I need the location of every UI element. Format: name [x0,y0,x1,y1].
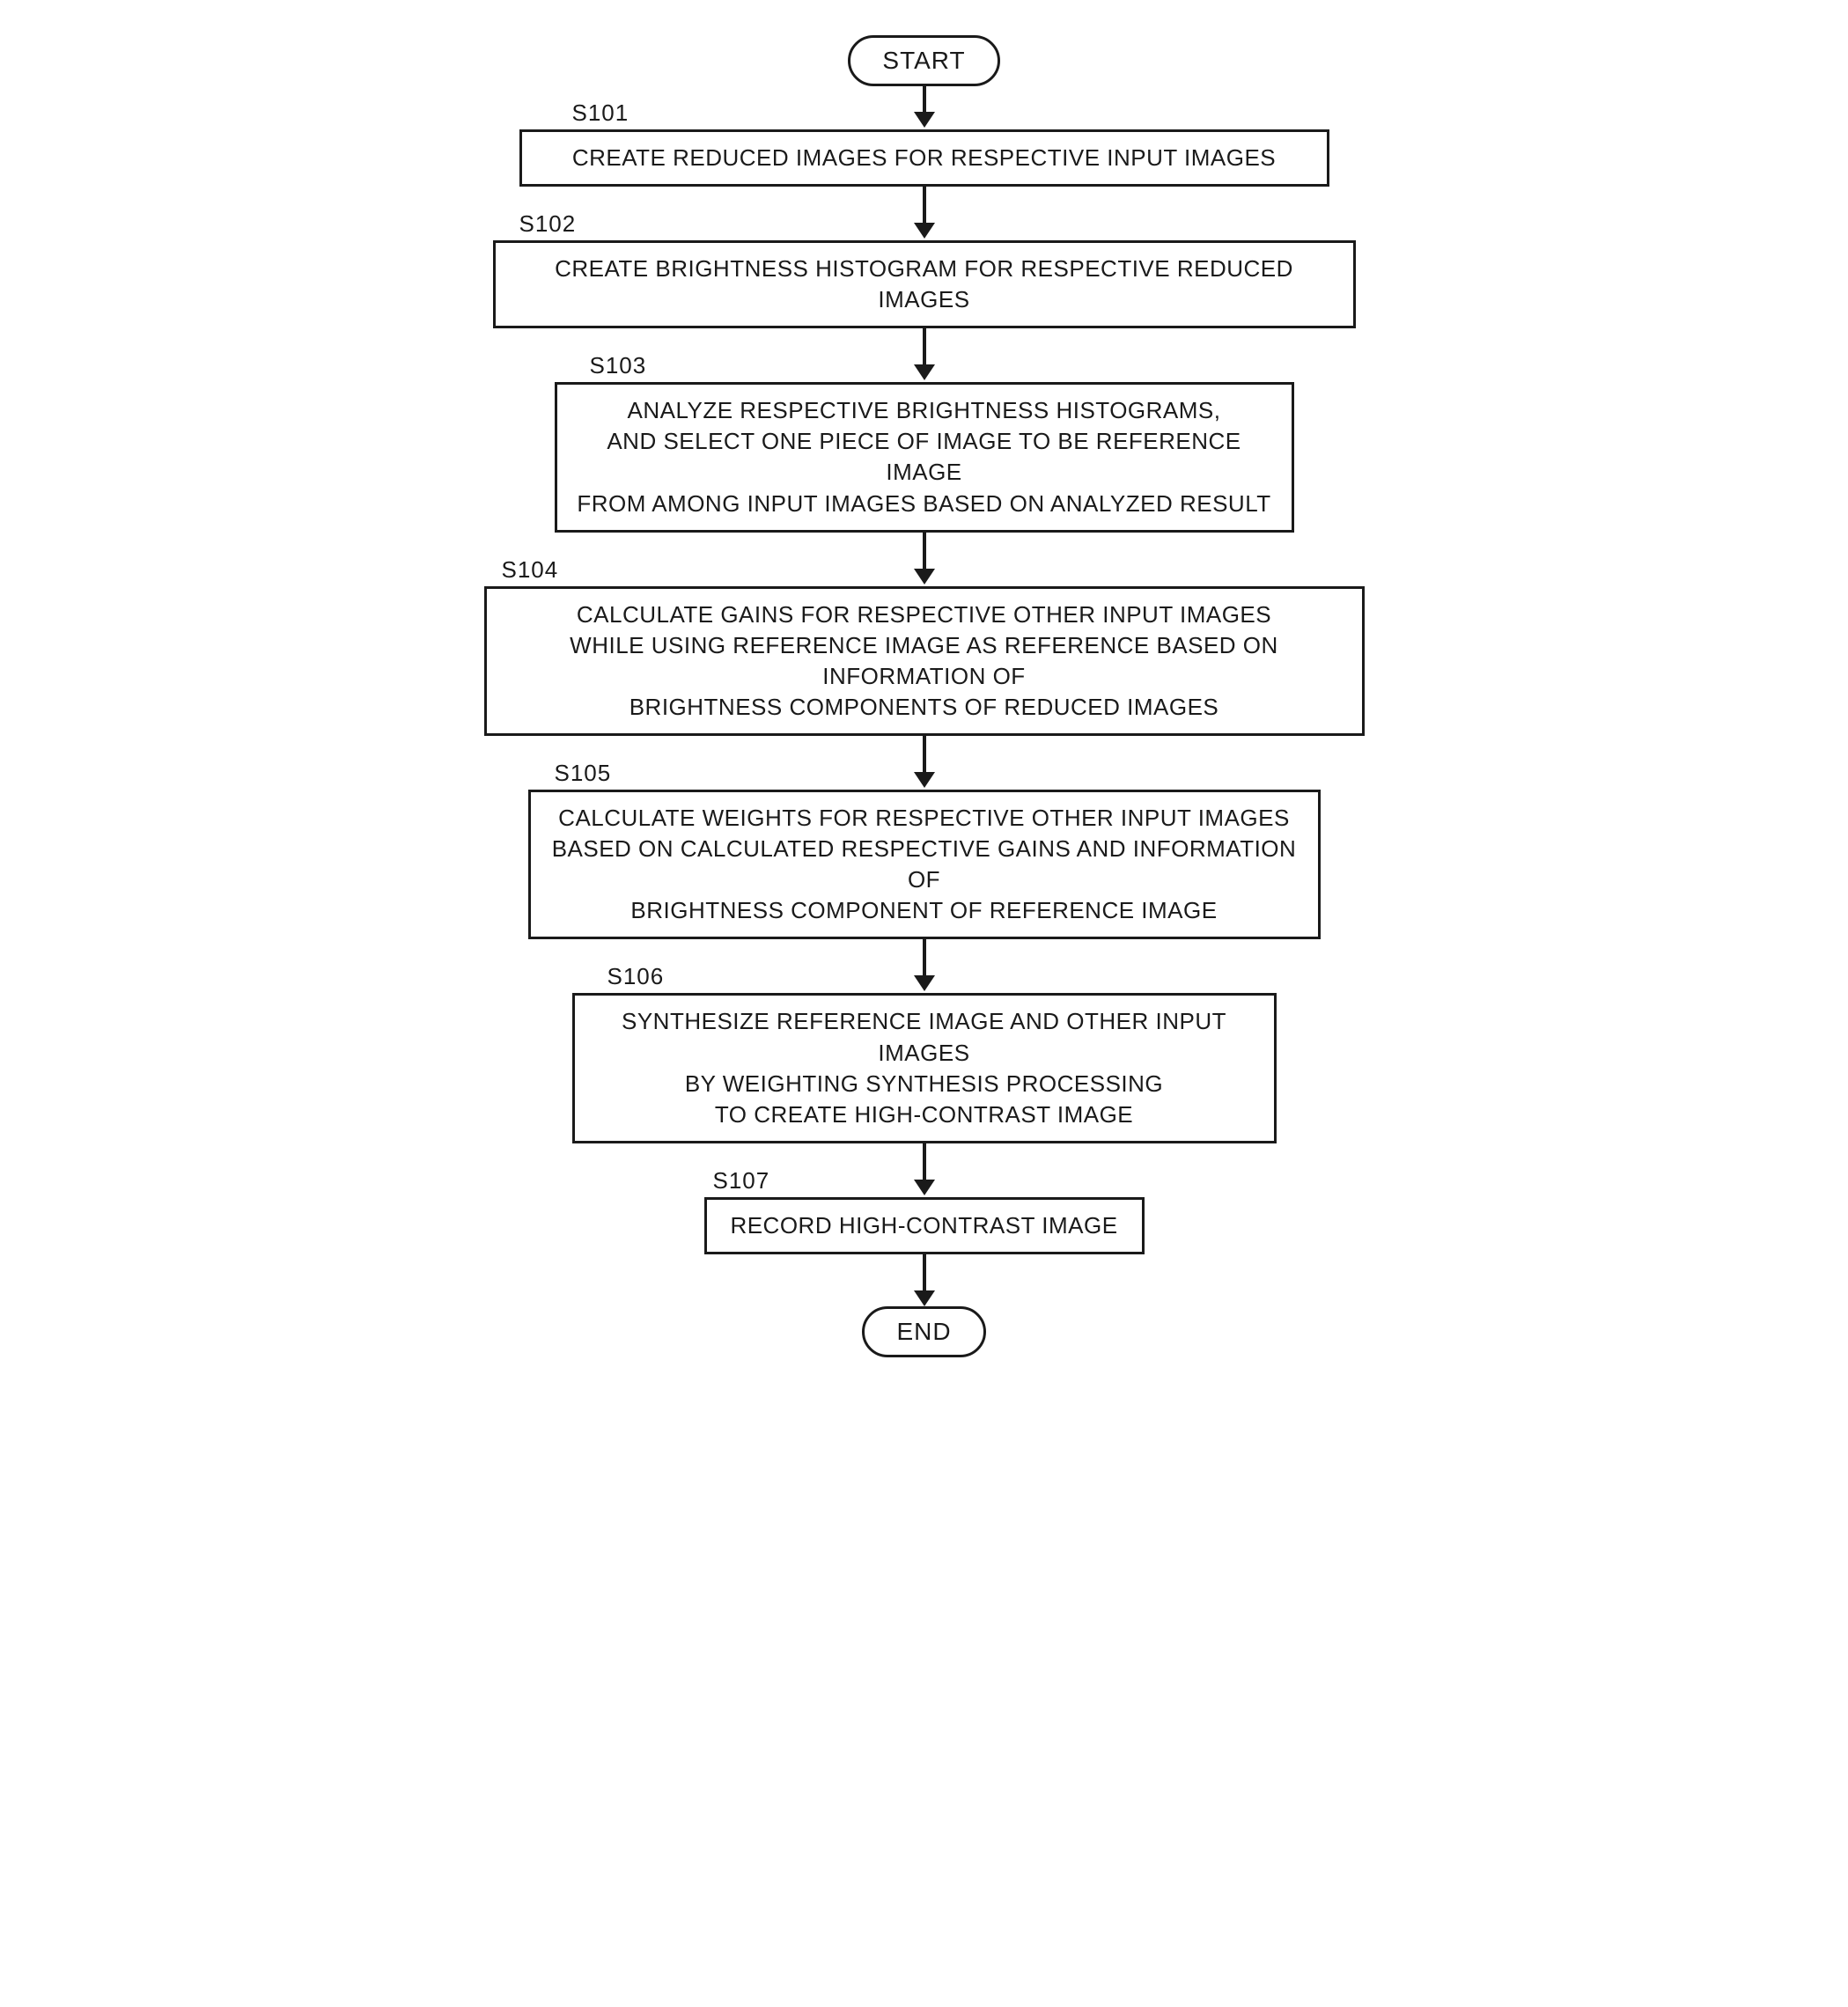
process-step: S106SYNTHESIZE REFERENCE IMAGE AND OTHER… [484,993,1365,1143]
process-step: S103ANALYZE RESPECTIVE BRIGHTNESS HISTOG… [484,382,1365,532]
process-step: S105CALCULATE WEIGHTS FOR RESPECTIVE OTH… [484,790,1365,939]
process-box: CALCULATE GAINS FOR RESPECTIVE OTHER INP… [484,586,1365,736]
end-label: END [896,1318,951,1345]
process-text-line: AND SELECT ONE PIECE OF IMAGE TO BE REFE… [575,426,1274,488]
process-box: CALCULATE WEIGHTS FOR RESPECTIVE OTHER I… [528,790,1321,939]
process-text-line: SYNTHESIZE REFERENCE IMAGE AND OTHER INP… [593,1006,1256,1068]
step-id-label: S104 [502,556,559,584]
process-box: CREATE BRIGHTNESS HISTOGRAM FOR RESPECTI… [493,240,1356,328]
flow-arrow [914,187,935,239]
process-text-line: BY WEIGHTING SYNTHESIS PROCESSING [593,1069,1256,1099]
start-label: START [882,47,965,74]
process-text-line: CREATE REDUCED IMAGES FOR RESPECTIVE INP… [540,143,1309,173]
steps-mount: S101 CREATE REDUCED IMAGES FOR RESPECTIVE… [484,86,1365,1306]
process-text-line: CALCULATE WEIGHTS FOR RESPECTIVE OTHER I… [549,803,1300,834]
flow-arrow [914,1143,935,1195]
process-step: S101CREATE REDUCED IMAGES FOR RESPECTIVE… [484,129,1365,187]
process-text-line: BASED ON CALCULATED RESPECTIVE GAINS AND… [549,834,1300,895]
flow-arrow [914,736,935,788]
process-text-line: FROM AMONG INPUT IMAGES BASED ON ANALYZE… [575,489,1274,519]
step-id-label: S106 [607,963,665,990]
process-step: S107RECORD HIGH-CONTRAST IMAGE [484,1197,1365,1254]
process-step: S104CALCULATE GAINS FOR RESPECTIVE OTHER… [484,586,1365,736]
flow-arrow [914,533,935,584]
flowchart-container: START S101 CREATE REDUCED IMAGES FOR RESP… [484,35,1365,1357]
process-step: S102CREATE BRIGHTNESS HISTOGRAM FOR RESP… [484,240,1365,328]
step-id-label: S102 [519,210,577,238]
step-id-label: S103 [590,352,647,379]
process-text-line: ANALYZE RESPECTIVE BRIGHTNESS HISTOGRAMS… [575,395,1274,426]
process-text-line: BRIGHTNESS COMPONENTS OF REDUCED IMAGES [504,692,1344,723]
end-terminal: END [862,1306,985,1357]
flow-arrow [914,86,935,128]
step-id-label: S107 [713,1167,770,1195]
flow-arrow [914,1254,935,1306]
process-box: ANALYZE RESPECTIVE BRIGHTNESS HISTOGRAMS… [555,382,1294,532]
step-id-label: S101 [572,99,629,127]
process-text-line: CREATE BRIGHTNESS HISTOGRAM FOR RESPECTI… [513,254,1336,315]
process-text-line: RECORD HIGH-CONTRAST IMAGE [725,1210,1124,1241]
process-text-line: WHILE USING REFERENCE IMAGE AS REFERENCE… [504,630,1344,692]
flow-arrow [914,939,935,991]
step-id-label: S105 [555,760,612,787]
process-text-line: CALCULATE GAINS FOR RESPECTIVE OTHER INP… [504,599,1344,630]
process-box: CREATE REDUCED IMAGES FOR RESPECTIVE INP… [519,129,1329,187]
process-box: SYNTHESIZE REFERENCE IMAGE AND OTHER INP… [572,993,1277,1143]
start-terminal: START [848,35,999,86]
process-text-line: TO CREATE HIGH-CONTRAST IMAGE [593,1099,1256,1130]
process-text-line: BRIGHTNESS COMPONENT OF REFERENCE IMAGE [549,895,1300,926]
process-box: RECORD HIGH-CONTRAST IMAGE [704,1197,1145,1254]
flow-arrow [914,328,935,380]
